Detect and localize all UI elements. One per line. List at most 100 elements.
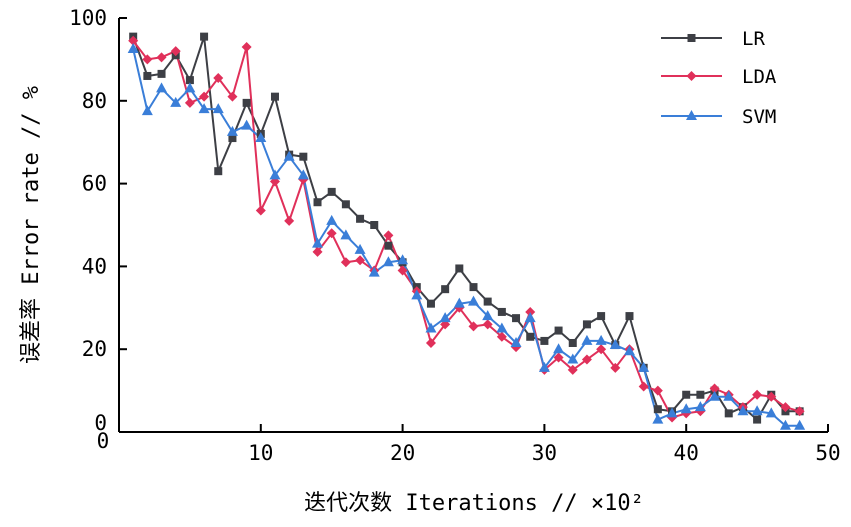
data-point-lda — [482, 319, 493, 330]
data-point-lda — [752, 389, 763, 400]
data-point-svm — [326, 214, 338, 225]
data-point-svm — [666, 407, 678, 418]
data-point-lr — [696, 390, 705, 399]
y-axis-ticks: 0 20 40 60 80 100 — [69, 6, 127, 435]
data-point-lr — [270, 92, 279, 101]
data-point-lr — [370, 221, 379, 229]
data-point-lda — [142, 54, 153, 65]
data-point-lda — [383, 230, 394, 241]
data-point-lr — [554, 326, 563, 335]
data-point-svm — [439, 312, 451, 323]
data-point-lr — [313, 198, 322, 207]
data-point-lr — [682, 390, 691, 399]
legend-label-lda: LDA — [742, 66, 777, 88]
data-point-lda — [581, 354, 592, 365]
data-point-svm — [453, 297, 465, 308]
data-point-svm — [368, 266, 380, 277]
data-point-svm — [411, 289, 423, 300]
data-point-svm — [496, 322, 508, 333]
data-point-lr — [214, 167, 223, 176]
data-point-svm — [652, 413, 664, 424]
data-point-svm — [581, 334, 593, 345]
data-point-svm — [127, 43, 139, 54]
y-tick-label: 80 — [82, 89, 107, 113]
legend-item-svm: SVM — [661, 106, 776, 128]
data-point-lr — [426, 299, 435, 308]
data-point-svm — [524, 312, 536, 323]
data-point-svm — [340, 229, 352, 240]
data-point-svm — [198, 103, 210, 114]
data-point-lr — [157, 69, 166, 78]
data-point-lr — [242, 98, 251, 107]
series-line-svm — [132, 48, 800, 427]
data-point-lr — [185, 76, 194, 85]
data-point-lda — [184, 97, 195, 108]
data-point-lr — [753, 415, 762, 424]
data-point-svm — [156, 82, 168, 93]
data-point-lr — [143, 71, 152, 80]
data-point-svm — [468, 295, 479, 306]
data-point-lda — [496, 331, 507, 342]
data-point-lda — [525, 306, 536, 317]
data-point-svm — [382, 256, 394, 267]
data-point-lr — [582, 320, 591, 329]
data-point-lr — [356, 214, 365, 223]
data-point-svm — [553, 343, 565, 354]
data-point-svm — [538, 361, 550, 372]
y-axis-title: 误差率 Error rate // % — [19, 86, 44, 364]
series-markers — [127, 32, 806, 430]
y-tick-label: 0 — [94, 411, 107, 435]
data-point-svm — [623, 345, 635, 356]
data-point-lda — [425, 337, 436, 348]
data-point-lr — [200, 32, 209, 41]
data-point-svm — [609, 339, 621, 350]
data-point-lr — [540, 336, 549, 345]
data-point-lda — [553, 352, 564, 363]
data-point-svm — [170, 96, 182, 107]
data-point-lr — [228, 134, 237, 143]
data-point-lda — [128, 35, 139, 46]
data-point-lda — [355, 255, 366, 266]
data-point-lr — [597, 312, 606, 321]
data-point-lda — [397, 265, 408, 276]
x-tick-label: 40 — [674, 441, 699, 465]
data-point-svm — [241, 119, 253, 130]
x-axis-title-text: 迭代次数 Iterations — [304, 491, 538, 516]
data-point-svm — [397, 254, 409, 265]
legend-swatch-marker-svm — [686, 110, 697, 120]
data-point-lda — [312, 246, 323, 257]
data-point-svm — [425, 322, 437, 333]
data-point-svm — [482, 310, 494, 321]
data-point-svm — [269, 169, 281, 180]
data-point-lda — [199, 91, 210, 102]
legend-label-lr: LR — [742, 28, 765, 50]
y-tick-label: 60 — [82, 172, 107, 196]
data-point-lda — [652, 385, 663, 396]
data-point-lda — [766, 391, 777, 402]
x-origin-label: 0 — [97, 429, 110, 453]
data-point-svm — [723, 390, 735, 401]
data-point-lr — [483, 297, 492, 306]
legend-label-svm: SVM — [742, 106, 776, 128]
legend-item-lr: LR — [661, 28, 765, 50]
data-point-lda — [780, 402, 791, 413]
data-point-svm — [212, 103, 224, 114]
data-point-svm — [283, 150, 295, 161]
data-point-lr — [526, 332, 535, 341]
data-point-lr — [327, 187, 336, 196]
data-point-lr — [512, 314, 521, 323]
data-point-lr — [455, 264, 464, 273]
data-point-svm — [255, 132, 267, 143]
data-point-lr — [441, 285, 450, 294]
data-point-svm — [694, 401, 706, 412]
data-point-svm — [184, 82, 196, 93]
legend: LR LDA SVM — [661, 28, 777, 128]
data-point-svm — [794, 419, 806, 430]
data-point-lda — [610, 362, 621, 373]
data-point-lr — [497, 307, 506, 316]
legend-swatch-marker-lda — [686, 71, 697, 81]
legend-swatch-marker-lr — [687, 34, 696, 42]
data-point-svm — [765, 407, 777, 418]
x-axis-title: 迭代次数 Iterations // ×10² — [304, 491, 644, 516]
